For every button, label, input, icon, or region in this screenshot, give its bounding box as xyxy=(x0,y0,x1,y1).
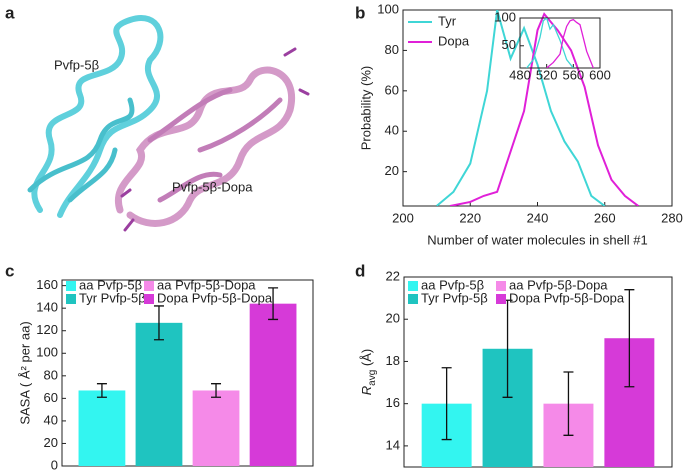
x-tick-label: 600 xyxy=(589,67,611,82)
plot-frame xyxy=(61,279,314,467)
error-bar xyxy=(153,305,164,341)
legend-label: aa Pvfp-5β xyxy=(79,277,142,292)
bar xyxy=(135,322,183,466)
x-tick-label: 240 xyxy=(527,210,549,225)
series-group xyxy=(526,18,594,68)
plot-frame xyxy=(403,276,673,468)
y-tick-label: 80 xyxy=(44,367,58,382)
illustration-label: Pvfp-5β-Dopa xyxy=(172,179,253,194)
legend-label: Tyr Pvfp-5β xyxy=(421,290,488,305)
legend-label: Tyr xyxy=(438,13,457,28)
plot-frame xyxy=(519,17,601,69)
error-bar xyxy=(563,371,574,436)
y-tick-label: 18 xyxy=(386,353,400,368)
legend-swatch xyxy=(496,281,506,291)
legend-label: aa Pvfp-5β-Dopa xyxy=(509,277,608,292)
x-tick-label: 520 xyxy=(536,67,558,82)
error-bar xyxy=(211,383,222,398)
y-label-symbol: R xyxy=(359,386,374,395)
x-tick-label: 480 xyxy=(509,67,531,82)
legend-label: Dopa Pvfp-5β-Dopa xyxy=(157,290,273,305)
x-tick-label: 220 xyxy=(459,210,481,225)
x-axis-label: Number of water molecules in shell #1 xyxy=(427,232,647,247)
y-tick-label: 140 xyxy=(36,300,58,315)
y-tick-label: 100 xyxy=(377,1,399,16)
legend-label: aa Pvfp-5β xyxy=(421,277,484,292)
legend-label: Tyr Pvfp-5β xyxy=(79,290,146,305)
y-tick-label: 20 xyxy=(44,435,58,450)
y-tick-label: 50 xyxy=(502,37,516,52)
y-tick-label: 22 xyxy=(386,268,400,283)
legend-swatch xyxy=(66,281,76,291)
protein-illustration xyxy=(27,15,310,232)
y-tick-label: 40 xyxy=(44,412,58,427)
legend-swatch xyxy=(144,294,154,304)
legend-swatch xyxy=(408,281,418,291)
y-label-subscript: avg xyxy=(367,370,378,386)
bar xyxy=(192,390,240,466)
legend-label: Dopa xyxy=(438,33,470,48)
legend-label: Dopa Pvfp-5β-Dopa xyxy=(509,290,625,305)
error-bar xyxy=(268,287,279,321)
x-tick-label: 560 xyxy=(562,67,584,82)
y-tick-label: 16 xyxy=(386,395,400,410)
y-tick-label: 40 xyxy=(385,123,399,138)
y-tick-label: 120 xyxy=(36,322,58,337)
y-tick-label: 100 xyxy=(36,345,58,360)
series-line xyxy=(546,18,594,68)
panel-label: c xyxy=(5,261,14,280)
legend-swatch xyxy=(144,281,154,291)
panel-label: b xyxy=(355,3,365,22)
y-tick-label: 100 xyxy=(494,9,516,24)
panel-label: a xyxy=(5,3,15,22)
x-tick-label: 200 xyxy=(392,210,414,225)
y-tick-label: 20 xyxy=(386,311,400,326)
x-tick-label: 280 xyxy=(661,210,683,225)
error-bar xyxy=(96,383,107,398)
y-tick-label: 60 xyxy=(44,390,58,405)
y-axis-label: Ravg (Å) xyxy=(359,349,377,395)
y-axis-label: SASA ( Å² per aa) xyxy=(17,321,32,424)
y-tick-label: 14 xyxy=(386,437,400,452)
bar xyxy=(78,390,126,466)
error-bar xyxy=(624,289,635,388)
y-tick-label: 60 xyxy=(385,82,399,97)
legend-swatch xyxy=(66,294,76,304)
y-tick-label: 20 xyxy=(385,163,399,178)
panel-label: d xyxy=(355,261,365,280)
series-line xyxy=(435,10,606,206)
y-tick-label: 160 xyxy=(36,277,58,292)
x-tick-label: 260 xyxy=(594,210,616,225)
y-axis-label: Probability (%) xyxy=(358,66,373,151)
y-tick-label: 0 xyxy=(51,457,58,472)
bar xyxy=(249,303,297,466)
series-group xyxy=(435,10,639,206)
y-tick-label: 80 xyxy=(385,42,399,57)
legend-swatch xyxy=(496,294,506,304)
legend-label: aa Pvfp-5β-Dopa xyxy=(157,277,256,292)
legend-swatch xyxy=(408,294,418,304)
y-label-unit: (Å) xyxy=(359,349,374,370)
illustration-label: Pvfp-5β xyxy=(54,57,99,72)
series-line xyxy=(449,12,639,206)
error-bar xyxy=(441,367,452,441)
series-line xyxy=(526,18,574,68)
